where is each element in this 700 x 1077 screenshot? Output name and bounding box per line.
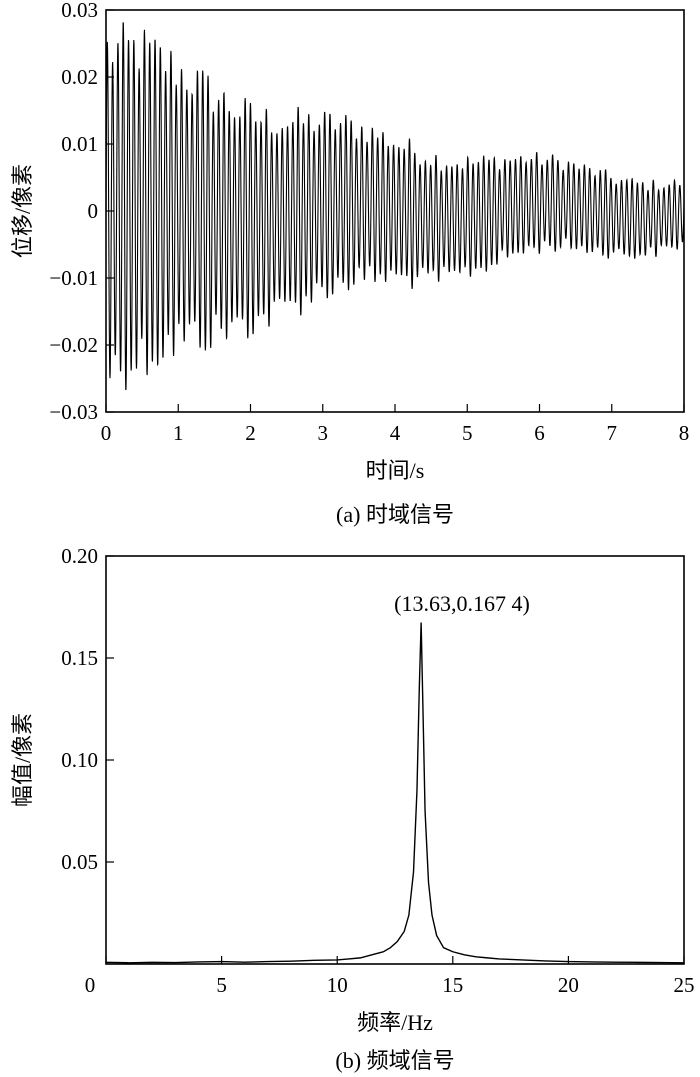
plot-frame (105, 555, 685, 965)
y-tick-label: 0.15 (61, 646, 98, 670)
chart-caption: (a) 时域信号 (336, 502, 454, 527)
y-axis-label: 位移/像素 (10, 164, 35, 258)
x-tick-label: 0 (101, 421, 112, 445)
x-tick-label: 3 (318, 421, 329, 445)
x-tick-label: 8 (679, 421, 690, 445)
y-tick-label: 0.20 (61, 544, 98, 568)
y-tick-label: 0.05 (61, 850, 98, 874)
y-tick-label: 0.03 (61, 0, 98, 22)
y-tick-label: −0.01 (49, 266, 98, 290)
y-tick-label: −0.02 (49, 333, 98, 357)
y-tick-label: −0.03 (49, 400, 98, 424)
y-tick-label: 0.10 (61, 748, 98, 772)
x-tick-label: 6 (534, 421, 545, 445)
x-tick-label: 0 (85, 973, 96, 997)
x-tick-label: 1 (173, 421, 184, 445)
y-tick-label: 0 (88, 199, 99, 223)
time-signal-line (105, 22, 685, 391)
x-tick-label: 5 (462, 421, 473, 445)
x-tick-label: 7 (607, 421, 618, 445)
x-tick-label: 15 (442, 973, 463, 997)
x-tick-label: 2 (245, 421, 256, 445)
x-tick-label: 4 (390, 421, 401, 445)
x-tick-label: 10 (327, 973, 348, 997)
x-tick-label: 20 (558, 973, 579, 997)
x-axis-label: 频率/Hz (357, 1010, 433, 1035)
time-domain-chart: 0 1 2 3 4 5 6 7 8 0.03 0.02 0.01 0 −0.01 −0.02 −0.03 时间… (10, 0, 689, 527)
y-tick-label: 0.01 (61, 132, 98, 156)
x-tick-label: 25 (674, 973, 695, 997)
peak-annotation: (13.63,0.167 4) (394, 591, 530, 616)
frequency-domain-chart: 0 5 10 15 20 25 0.20 0.15 0.10 0.05 (13.63,0.167 … (10, 544, 695, 1073)
x-axis-label: 时间/s (366, 458, 425, 483)
chart-caption: (b) 频域信号 (335, 1048, 454, 1073)
y-axis-label: 幅值/像素 (10, 713, 35, 807)
x-tick-label: 5 (216, 973, 227, 997)
y-tick-label: 0.02 (61, 65, 98, 89)
spectrum-line (105, 622, 685, 964)
